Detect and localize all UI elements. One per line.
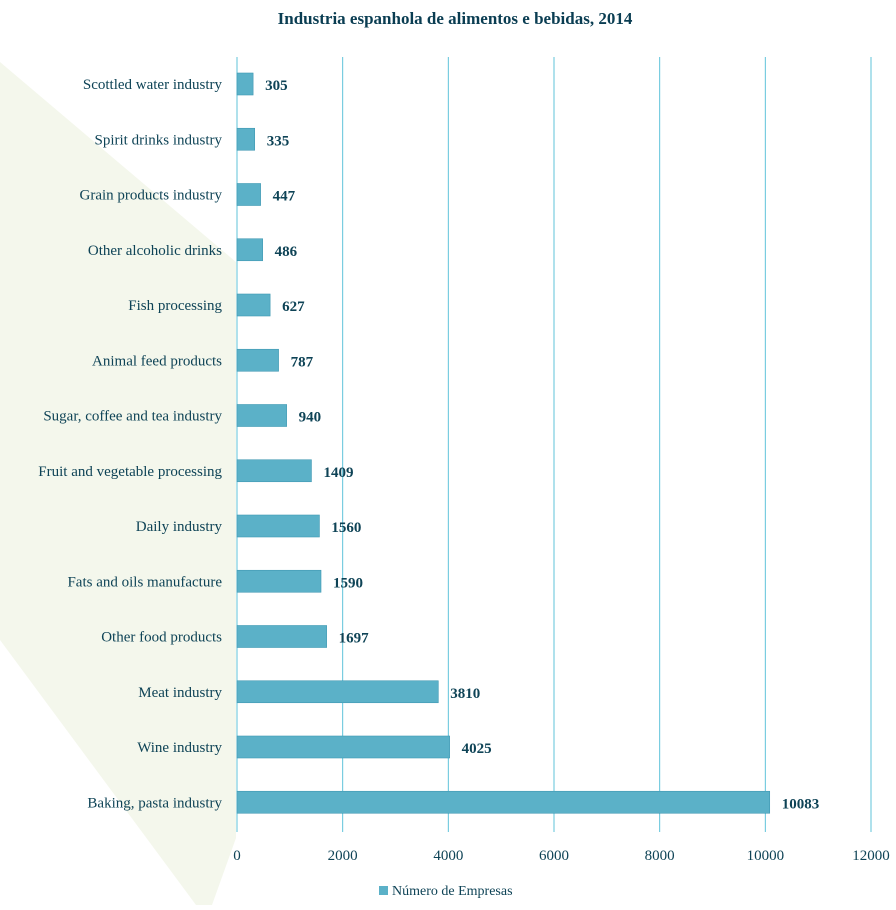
legend-label: Número de Empresas [392,884,513,899]
category-label-5: Animal feed products [92,353,222,369]
bar-10 [236,625,327,648]
value-label-6: 940 [299,410,322,426]
bar-9 [236,569,322,593]
bar-5 [236,348,279,372]
bar-11 [236,680,439,704]
category-label-6: Sugar, coffee and tea industry [43,409,222,425]
value-label-4: 627 [282,299,305,315]
value-label-9: 1590 [333,575,363,591]
x-axis-ticks: 0 2000 4000 6000 8000 10000 12000 [233,848,890,864]
bar-3 [236,238,263,262]
x-tick-0: 0 [233,848,241,864]
category-label-3: Other alcoholic drinks [88,243,222,259]
value-label-11: 3810 [450,686,480,702]
category-label-7: Fruit and vegetable processing [38,464,222,480]
bars [236,72,771,814]
category-label-8: Daily industry [136,519,223,535]
bar-2 [236,183,261,206]
x-tick-6: 12000 [852,848,890,864]
category-label-10: Other food products [101,630,222,646]
x-tick-5: 10000 [747,848,785,864]
chart-title: Industria espanhola de alimentos e bebid… [278,9,633,28]
bar-13 [236,790,771,814]
value-label-5: 787 [291,354,314,370]
bar-0 [236,72,254,96]
bar-12 [236,735,450,759]
value-label-7: 1409 [323,465,353,481]
x-tick-4: 8000 [645,848,675,864]
category-label-9: Fats and oils manufacture [67,574,222,590]
bar-6 [236,404,287,427]
category-label-4: Fish processing [128,298,222,314]
bar-1 [236,127,255,151]
category-label-12: Wine industry [137,740,222,756]
bar-7 [236,459,312,483]
x-tick-2: 4000 [433,848,463,864]
category-label-2: Grain products industry [80,188,223,204]
value-label-8: 1560 [331,520,361,536]
category-labels: Scottled water industry Spirit drinks ind… [38,77,222,811]
category-label-13: Baking, pasta industry [87,795,222,811]
category-label-11: Meat industry [138,685,222,701]
x-tick-1: 2000 [328,848,358,864]
x-tick-3: 6000 [539,848,569,864]
value-label-13: 10083 [782,796,820,812]
value-label-1: 335 [267,133,290,149]
gridlines [236,57,872,832]
value-label-0: 305 [265,78,288,94]
value-labels: 305 335 447 486 627 787 940 1409 1560 1590 1697 381… [265,78,819,812]
legend: Número de Empresas [379,884,513,899]
bar-8 [236,514,320,538]
category-label-1: Spirit drinks industry [94,132,222,148]
bar-4 [236,293,271,317]
category-label-0: Scottled water industry [83,77,223,93]
value-label-3: 486 [275,244,298,260]
value-label-12: 4025 [462,741,492,757]
background-band [0,62,236,905]
value-label-10: 1697 [339,631,370,647]
value-label-2: 447 [273,189,296,205]
legend-swatch [379,886,388,895]
